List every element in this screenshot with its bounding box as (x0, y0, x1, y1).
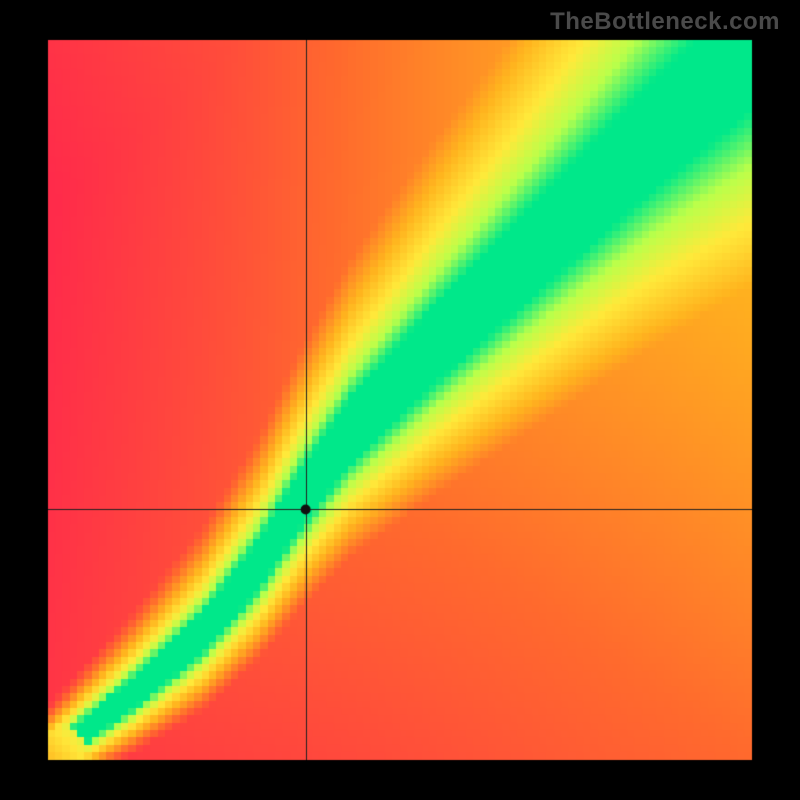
watermark-text: TheBottleneck.com (550, 8, 780, 36)
bottleneck-heatmap (0, 0, 800, 800)
